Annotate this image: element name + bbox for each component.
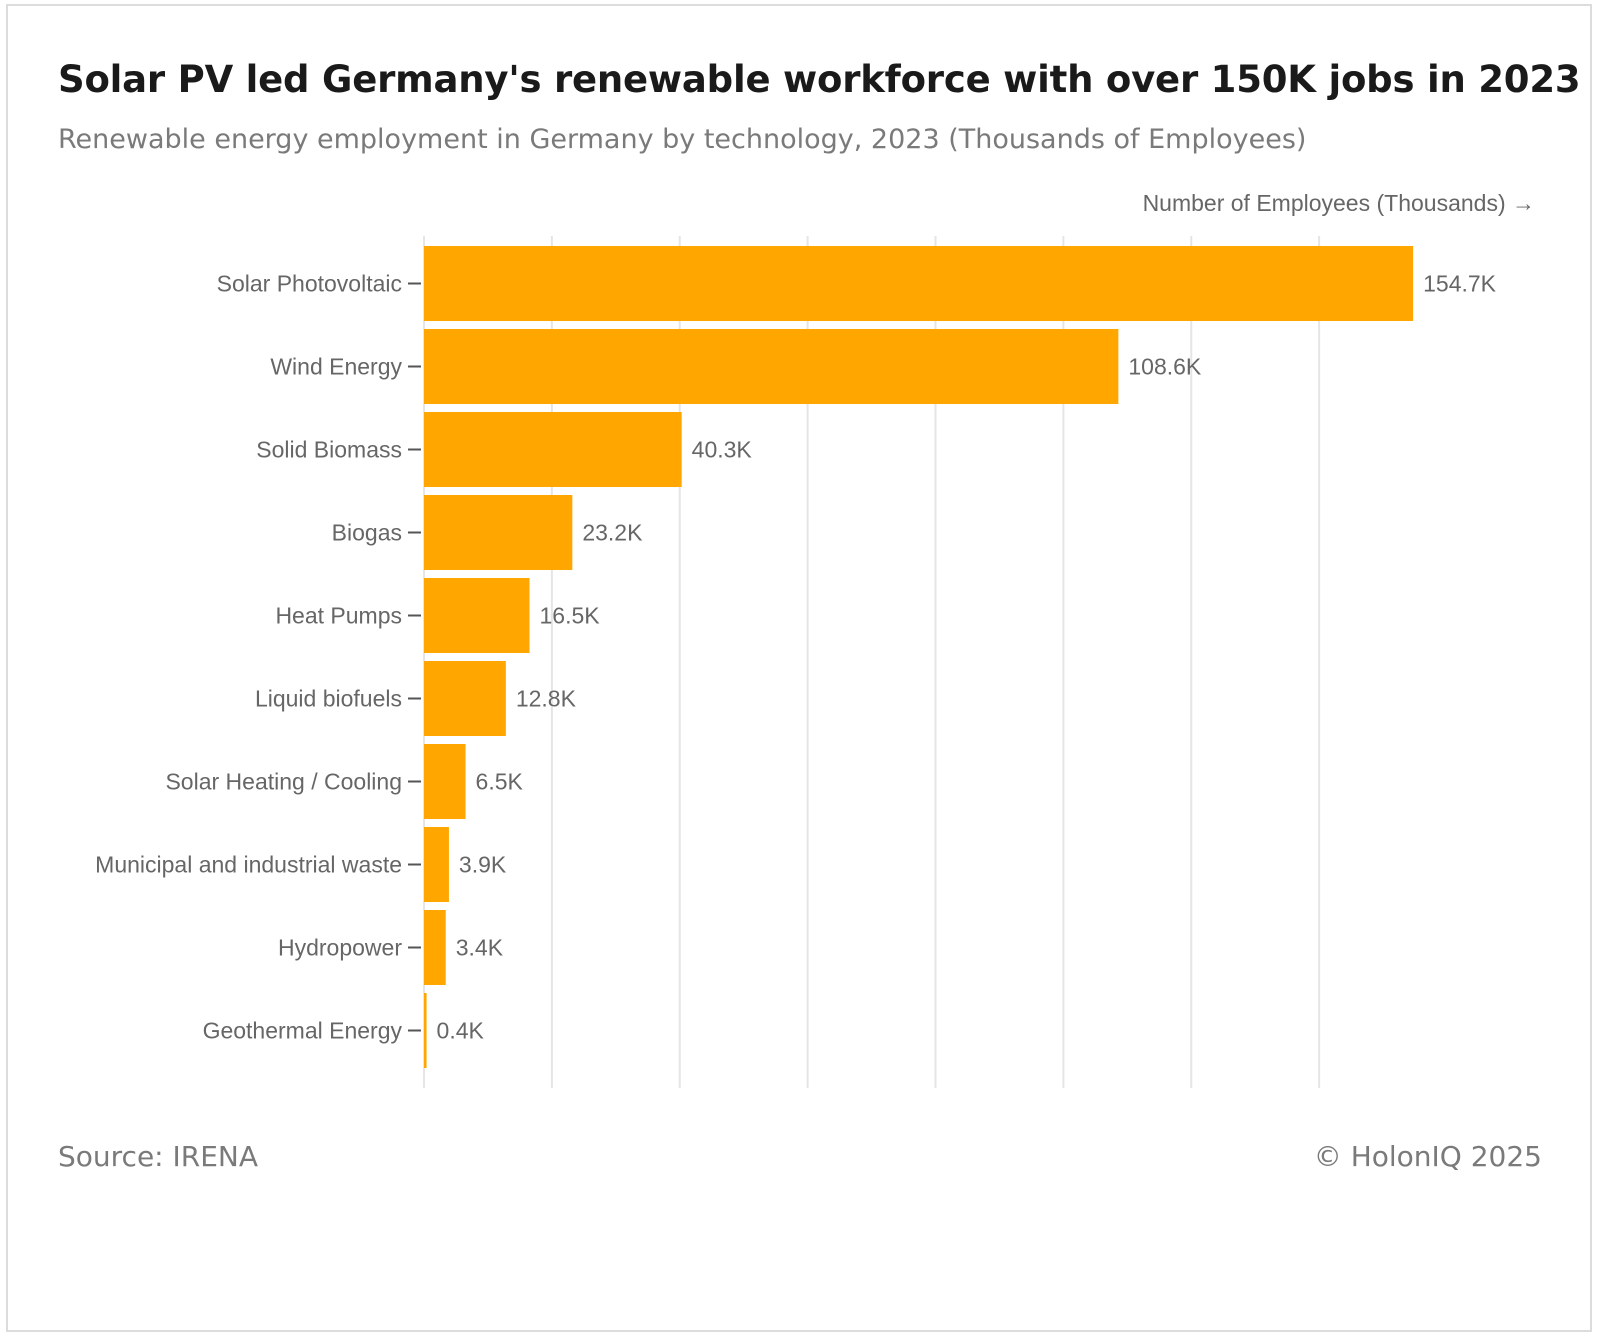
bar-solar-photovoltaic[interactable]: [424, 246, 1414, 321]
category-label: Biogas: [332, 520, 402, 546]
category-label: Solar Heating / Cooling: [165, 769, 402, 795]
x-axis-title: Number of Employees (Thousands) →: [1143, 190, 1535, 216]
value-label: 0.4K: [437, 1018, 485, 1044]
category-label: Wind Energy: [270, 354, 402, 380]
copyright-note: © HolonIQ 2025: [1313, 1140, 1542, 1173]
value-label: 16.5K: [539, 603, 600, 629]
value-labels: 154.7K 108.6K 40.3K 23.2K 16.5K 12.8K 6.5K 3.9K…: [437, 271, 1497, 1044]
category-label: Geothermal Energy: [203, 1018, 403, 1044]
category-label: Hydropower: [278, 935, 402, 961]
bar-liquid-biofuels[interactable]: [424, 661, 506, 736]
value-label: 154.7K: [1423, 271, 1497, 297]
bar-solid-biomass[interactable]: [424, 412, 682, 487]
bar-wind-energy[interactable]: [424, 329, 1119, 404]
value-label: 12.8K: [516, 686, 577, 712]
bars: [424, 246, 1414, 1068]
category-label: Solid Biomass: [256, 437, 402, 463]
chart-title: Solar PV led Germany's renewable workfor…: [58, 58, 1581, 101]
value-label: 23.2K: [582, 520, 643, 546]
category-label: Liquid biofuels: [255, 686, 402, 712]
value-label: 6.5K: [476, 769, 524, 795]
bar-solar-heating-cooling[interactable]: [424, 744, 466, 819]
category-label: Solar Photovoltaic: [217, 271, 402, 297]
category-label: Municipal and industrial waste: [95, 852, 402, 878]
category-labels: Solar Photovoltaic Wind Energy Solid Bioma…: [95, 271, 421, 1044]
bar-municipal-and-industrial-waste[interactable]: [424, 827, 449, 902]
chart-subtitle: Renewable energy employment in Germany b…: [58, 124, 1307, 155]
source-note: Source: IRENA: [58, 1140, 259, 1173]
bar-geothermal-energy[interactable]: [424, 993, 427, 1068]
value-label: 3.9K: [459, 852, 507, 878]
bar-biogas[interactable]: [424, 495, 573, 570]
value-label: 40.3K: [692, 437, 753, 463]
bar-hydropower[interactable]: [424, 910, 446, 985]
chart-card: [6, 4, 1592, 1332]
bar-heat-pumps[interactable]: [424, 578, 530, 653]
category-label: Heat Pumps: [275, 603, 402, 629]
value-label: 108.6K: [1128, 354, 1202, 380]
value-label: 3.4K: [456, 935, 504, 961]
